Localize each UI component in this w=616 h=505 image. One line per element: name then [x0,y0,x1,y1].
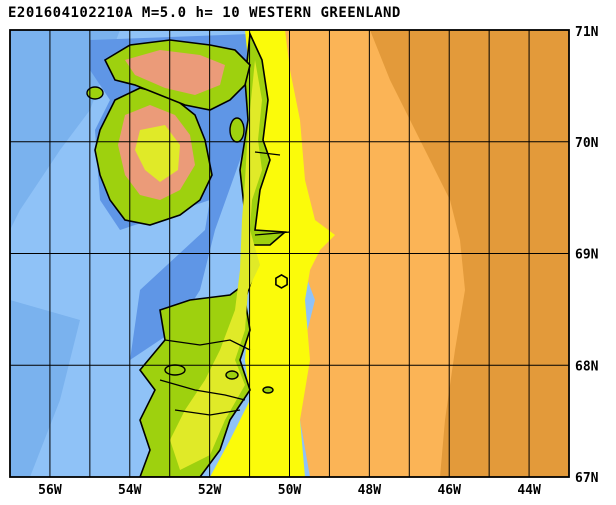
lat-label-69N: 69N [575,248,599,263]
lon-label-46W: 46W [437,483,461,498]
lon-label-52W: 52W [198,483,222,498]
lon-label-56W: 56W [38,483,62,498]
nuussuaq-highland [125,50,225,95]
longitude-labels: 56W 54W 52W 50W 48W 46W 44W [38,483,541,498]
lat-label-71N: 71N [575,25,599,40]
island-east [229,117,245,143]
island-south-2 [225,370,239,380]
disko-highland-core [135,125,180,182]
lat-label-68N: 68N [575,359,599,374]
latitude-labels: 67N 68N 69N 70N 71N [575,25,599,486]
island-north [86,86,104,100]
fjords [159,151,291,416]
island-south-3 [262,386,274,394]
lat-label-67N: 67N [575,471,599,486]
lon-label-48W: 48W [358,483,382,498]
lon-label-50W: 50W [278,483,302,498]
graticule [10,30,569,477]
lat-label-70N: 70N [575,136,599,151]
lon-label-44W: 44W [517,483,541,498]
map-frame [9,29,570,478]
epicenter-hexagon-icon [275,273,288,289]
map-canvas [10,30,569,477]
map-title: E201604102210A M=5.0 h= 10 WESTERN GREEN… [8,5,401,21]
island-south-1 [164,364,186,376]
mainland-highland [170,60,262,470]
lon-label-54W: 54W [118,483,142,498]
